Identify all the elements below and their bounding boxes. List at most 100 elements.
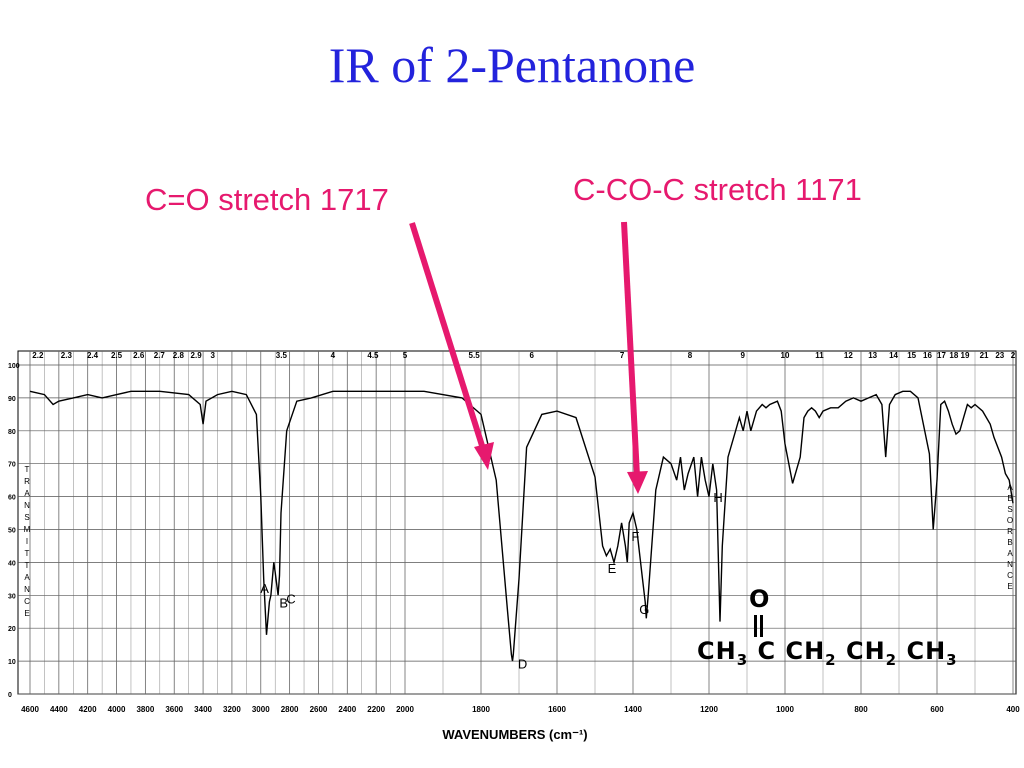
y-axis-letter: N (24, 501, 30, 510)
peak-label: F (631, 529, 639, 544)
y-axis-right-letter: R (1007, 527, 1013, 536)
x-tick-label: 1200 (700, 705, 718, 714)
top-tick-label: 10 (781, 351, 790, 360)
x-tick-labels: 4600 4400 4200 4000 3800 3600 3400 3200 3000 2800… (21, 705, 1020, 714)
y-axis-right-letter: O (1007, 516, 1013, 525)
y-axis-letter: C (24, 597, 30, 606)
top-tick-label: 13 (868, 351, 877, 360)
slide-title: IR of 2-Pentanone (328, 37, 696, 93)
y-tick-label: 80 (8, 429, 16, 436)
x-tick-label: 600 (930, 705, 944, 714)
y-axis-letter: T (25, 465, 30, 474)
y-axis-letter: T (25, 549, 30, 558)
y-tick-label: 60 (8, 495, 16, 502)
y-tick-label: 50 (8, 528, 16, 535)
peak-label: A (260, 581, 269, 596)
top-tick-label: 16 (923, 351, 932, 360)
top-tick-label: 2.2 (32, 351, 44, 360)
top-tick-label: 2.8 (173, 351, 185, 360)
top-tick-label: 2.6 (133, 351, 145, 360)
chart-grid (17, 350, 1017, 695)
x-tick-label: 1600 (548, 705, 566, 714)
arrow-carbonyl-head (474, 442, 494, 470)
x-tick-label: 2800 (281, 705, 299, 714)
spectrum-line (29, 390, 1014, 662)
y-axis-letter: A (24, 573, 30, 582)
top-tick-label: 17 (937, 351, 946, 360)
y-axis-letter: E (24, 609, 29, 618)
x-tick-label: 3600 (165, 705, 183, 714)
y-axis-right-letter: N (1007, 560, 1013, 569)
x-tick-label: 3200 (223, 705, 241, 714)
y-tick-label: 40 (8, 560, 16, 567)
y-axis-right-letter: B (1007, 494, 1012, 503)
x-tick-label: 3000 (252, 705, 270, 714)
top-tick-label: 8 (688, 351, 693, 360)
arrow-carbonyl-shaft (409, 222, 487, 453)
x-tick-label: 2200 (367, 705, 385, 714)
x-tick-label: 2000 (396, 705, 414, 714)
y-axis-right-letter: E (1007, 582, 1012, 591)
formula-subscript: 2 (825, 651, 837, 669)
top-tick-label: 21 (980, 351, 989, 360)
top-tick-label: 2 (1011, 351, 1016, 360)
x-tick-label: 2600 (310, 705, 328, 714)
molecule-formula: CH3 C CH2 CH2 CH3 (697, 637, 958, 669)
top-tick-label: 3.5 (276, 351, 288, 360)
annotation-ccoc-stretch: C-CO-C stretch 1171 (573, 172, 862, 207)
y-axis-letter: T (25, 561, 30, 570)
peak-label: B (279, 595, 288, 610)
peak-label: H (713, 490, 722, 505)
top-tick-label: 2.3 (61, 351, 73, 360)
y-tick-label: 100 (8, 363, 20, 370)
top-tick-labels: 2.2 2.3 2.4 2.5 2.6 2.7 2.8 2.9 3 3.5 4 4.5 5 5.5 6 7 8 9… (32, 351, 1015, 360)
top-tick-label: 14 (889, 351, 898, 360)
x-tick-label: 3800 (136, 705, 154, 714)
top-tick-label: 5 (403, 351, 408, 360)
formula-group: CH (897, 637, 947, 665)
y-tick-label: 30 (8, 593, 16, 600)
formula-group: C CH (748, 637, 826, 665)
formula-subscript: 3 (736, 651, 749, 669)
top-tick-label: 2.4 (87, 351, 99, 360)
x-tick-label: 1000 (776, 705, 794, 714)
y-axis-letter: S (24, 513, 29, 522)
peak-label: E (608, 561, 617, 576)
peak-labels: ABC D E F G H (260, 490, 723, 672)
top-tick-label: 11 (815, 351, 824, 360)
x-tick-label: 4000 (108, 705, 126, 714)
arrow-ccoc-shaft (621, 221, 640, 477)
y-axis-right-letter: C (1007, 571, 1013, 580)
x-tick-label: 400 (1006, 705, 1020, 714)
x-tick-label: 4400 (50, 705, 68, 714)
top-tick-label: 18 (949, 351, 958, 360)
formula-subscript: 3 (946, 651, 958, 669)
peak-label: C (286, 592, 295, 607)
x-axis-label: WAVENUMBERS (cm⁻¹) (442, 727, 587, 742)
top-tick-label: 15 (907, 351, 916, 360)
peak-label: G (639, 602, 649, 617)
y-axis-right-letter: B (1007, 538, 1012, 547)
x-tick-label: 1800 (472, 705, 490, 714)
annotation-arrows (409, 221, 648, 494)
formula-group: CH (836, 637, 886, 665)
top-tick-label: 3 (210, 351, 215, 360)
top-tick-label: 19 (961, 351, 970, 360)
top-tick-label: 23 (995, 351, 1004, 360)
oxygen-label: O (749, 585, 770, 613)
y-axis-letter: I (26, 537, 28, 546)
top-tick-label: 12 (844, 351, 853, 360)
y-tick-label: 20 (8, 626, 16, 633)
y-axis-right-letter: S (1007, 505, 1012, 514)
y-axis-letter: N (24, 585, 30, 594)
y-axis-letter: A (24, 489, 30, 498)
top-tick-label: 4.5 (367, 351, 379, 360)
top-tick-label: 6 (529, 351, 534, 360)
x-tick-label: 4200 (79, 705, 97, 714)
annotation-carbonyl-stretch: C=O stretch 1717 (145, 182, 389, 217)
top-tick-label: 2.9 (191, 351, 203, 360)
top-tick-label: 2.7 (154, 351, 166, 360)
top-tick-label: 4 (331, 351, 336, 360)
